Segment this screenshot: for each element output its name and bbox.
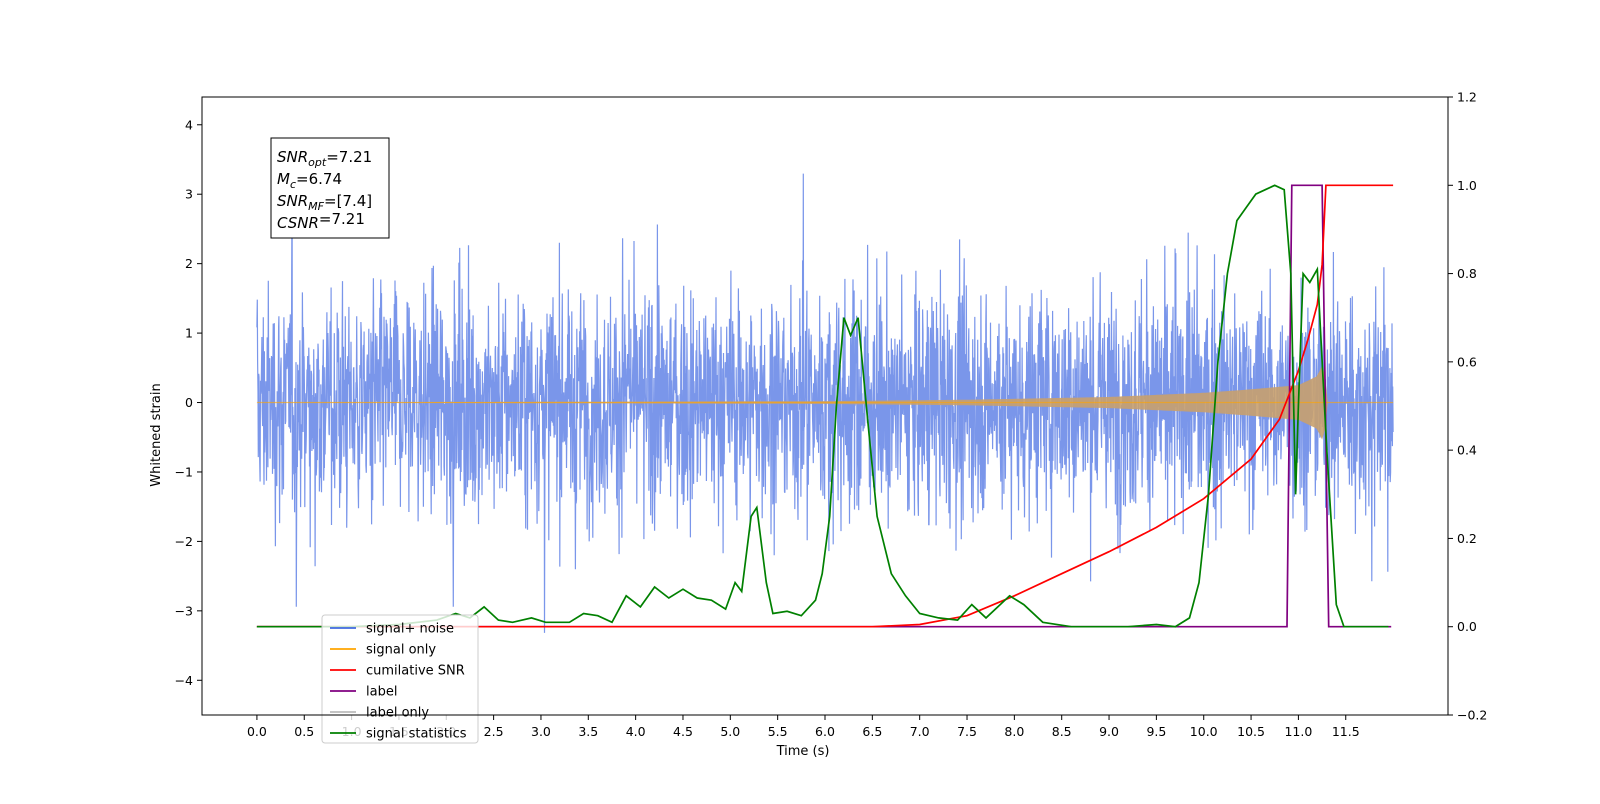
- annotation-value: =6.74: [296, 170, 342, 188]
- annotation-subscript: c: [290, 178, 296, 191]
- legend-frame: [321, 614, 479, 744]
- x-tick-label: 8.5: [1052, 724, 1072, 739]
- annotation-symbol: CSNR: [277, 214, 319, 232]
- legend-label: cumilative SNR: [366, 664, 465, 679]
- y-left-tick-label: −1: [175, 464, 193, 479]
- x-tick-label: 11.5: [1332, 724, 1360, 739]
- annotation-line: CSNR=7.21: [277, 210, 365, 232]
- x-tick-label: 2.5: [484, 724, 504, 739]
- y-right-tick-label: 0.2: [1457, 531, 1477, 546]
- x-tick-label: 3.0: [531, 724, 551, 739]
- x-tick-label: 7.5: [957, 724, 977, 739]
- y-left-tick-label: 4: [185, 117, 193, 132]
- x-axis-label: Time (s): [776, 744, 830, 759]
- legend-label: label: [366, 685, 397, 700]
- x-tick-label: 9.5: [1146, 724, 1166, 739]
- series-signal-statistics: [256, 184, 1389, 628]
- y-left-tick-label: 0: [185, 395, 193, 410]
- y-left-tick-label: −3: [175, 603, 193, 618]
- y-left-tick-label: −2: [175, 534, 193, 549]
- annotation-symbol: SNR: [277, 192, 308, 210]
- x-tick-label: 11.0: [1284, 724, 1312, 739]
- y-right-tick-label: 0.4: [1457, 443, 1477, 458]
- x-tick-label: 5.5: [768, 724, 788, 739]
- legend-label: label only: [366, 706, 429, 721]
- x-tick-label: 10.5: [1237, 724, 1265, 739]
- x-tick-label: 9.0: [1099, 724, 1119, 739]
- x-tick-label: 5.0: [720, 724, 740, 739]
- plot-frame: [201, 96, 1449, 716]
- y-right-tick-label: −0.2: [1457, 708, 1487, 723]
- y-right-tick-label: 1.2: [1457, 90, 1477, 105]
- y-right-tick-label: 0.6: [1457, 354, 1477, 369]
- x-tick-label: 10.0: [1190, 724, 1218, 739]
- annotation-symbol: SNR: [277, 148, 308, 166]
- annotation-symbol: M: [277, 170, 290, 188]
- y-axis-label-left: Whitened strain: [149, 383, 164, 486]
- annotation-frame: [270, 137, 390, 239]
- y-left-tick-label: −4: [175, 673, 193, 688]
- annotation-value: =7.21: [326, 148, 372, 166]
- annotation-subscript: opt: [308, 156, 327, 169]
- y-right-tick-label: 0.8: [1457, 266, 1477, 281]
- y-left-tick-label: 3: [185, 187, 193, 202]
- annotation-value: =7.21: [319, 210, 365, 228]
- annotation-line: SNRMF=[7.4]: [277, 192, 372, 213]
- legend-label: signal statistics: [366, 727, 467, 742]
- annotation-line: Mc=6.74: [277, 170, 342, 191]
- legend: signal+ noise signal only cumilative SNR la…: [321, 614, 479, 744]
- x-tick-label: 6.5: [862, 724, 882, 739]
- y-left-tick-label: 1: [185, 326, 193, 341]
- annotation-line: SNRopt=7.21: [277, 148, 372, 169]
- x-tick-label: 3.5: [578, 724, 598, 739]
- x-tick-label: 0.5: [294, 724, 314, 739]
- x-tick-label: 8.0: [1004, 724, 1024, 739]
- legend-label: signal+ noise: [366, 622, 454, 637]
- y-left-tick-label: 2: [185, 256, 193, 271]
- y-right-tick-label: 1.0: [1457, 178, 1477, 193]
- x-tick-label: 0.0: [247, 724, 267, 739]
- x-tick-label: 7.0: [910, 724, 930, 739]
- annotation-value: =[7.4]: [324, 192, 372, 210]
- x-tick-label: 4.5: [673, 724, 693, 739]
- x-tick-label: 6.0: [815, 724, 835, 739]
- annotation-subscript: MF: [308, 200, 324, 213]
- legend-label: signal only: [366, 643, 436, 658]
- x-tick-label: 4.0: [626, 724, 646, 739]
- y-right-tick-label: 0.0: [1457, 619, 1477, 634]
